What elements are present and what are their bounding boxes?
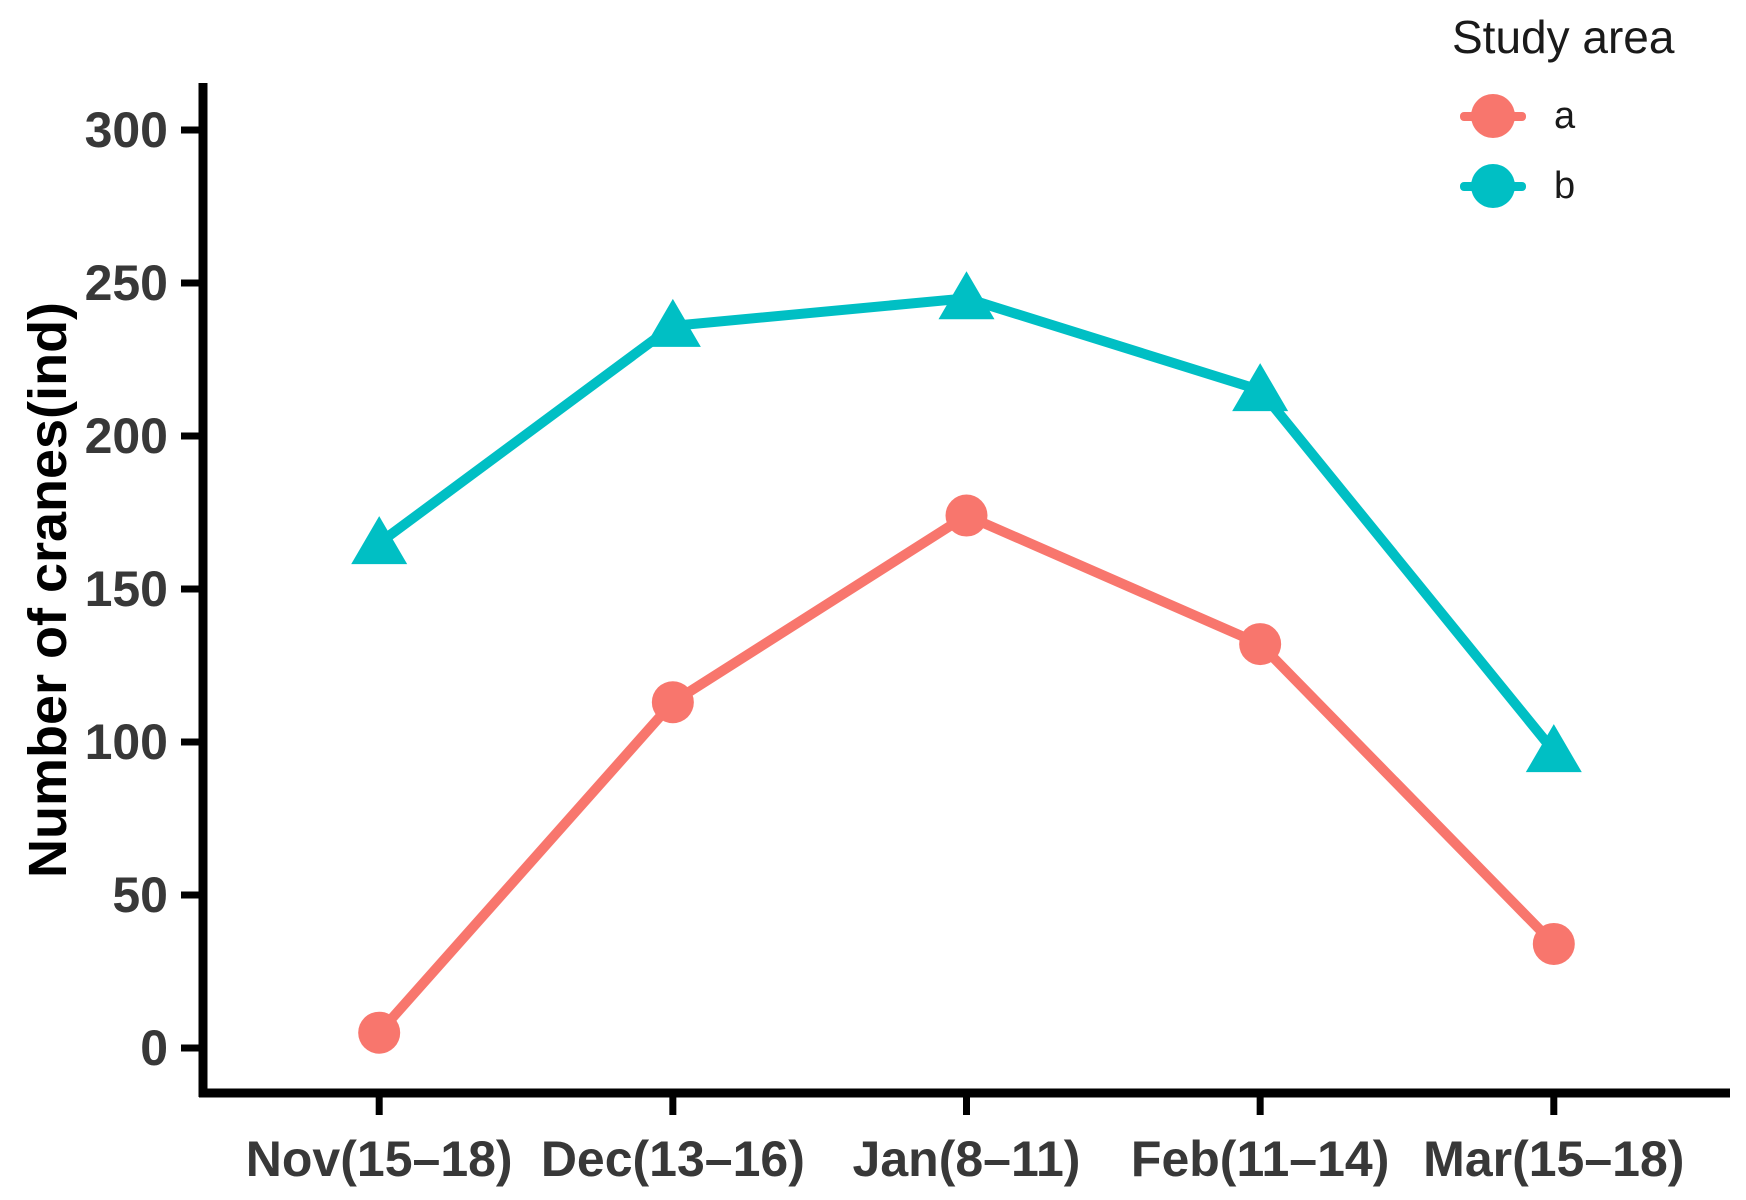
series-b-point — [644, 298, 701, 347]
series-b-point — [351, 516, 408, 565]
series-b-point — [1232, 363, 1289, 412]
series-a-point — [358, 1011, 401, 1054]
x-tick-label: Feb(11–14) — [1131, 1131, 1389, 1187]
series-a-point — [1532, 922, 1575, 965]
legend-key-b-icon — [1460, 163, 1526, 209]
series-a-point — [945, 494, 988, 537]
legend-label-b: b — [1554, 164, 1576, 207]
y-tick-label: 300 — [85, 102, 168, 158]
y-tick-label: 0 — [140, 1020, 168, 1076]
y-tick-label: 50 — [112, 867, 168, 923]
y-axis-title: Number of cranes(ind) — [18, 301, 78, 879]
legend: Study area a b — [1452, 10, 1674, 230]
x-tick-label: Mar(15–18) — [1423, 1131, 1684, 1187]
series-a-point — [651, 681, 694, 724]
legend-item-b: b — [1452, 160, 1575, 212]
legend-label-a: a — [1554, 94, 1576, 137]
legend-key-a-marker — [1471, 94, 1515, 138]
y-tick-label: 100 — [85, 714, 168, 770]
legend-key-a-icon — [1460, 93, 1526, 139]
series-b-point — [1525, 724, 1582, 773]
legend-title: Study area — [1452, 11, 1675, 63]
series-a-point — [1239, 623, 1282, 666]
series-b-point — [938, 271, 995, 320]
series-a-line — [374, 510, 1559, 1038]
y-tick-label: 250 — [85, 255, 168, 311]
x-tick-label: Jan(8–11) — [853, 1131, 1081, 1187]
y-tick-label: 150 — [85, 561, 168, 617]
x-tick-label: Nov(15–18) — [246, 1131, 513, 1187]
x-tick-label: Dec(13–16) — [541, 1131, 805, 1187]
y-tick-label: 200 — [85, 408, 168, 464]
legend-key-b-marker — [1471, 164, 1515, 208]
legend-item-a: a — [1452, 90, 1575, 142]
